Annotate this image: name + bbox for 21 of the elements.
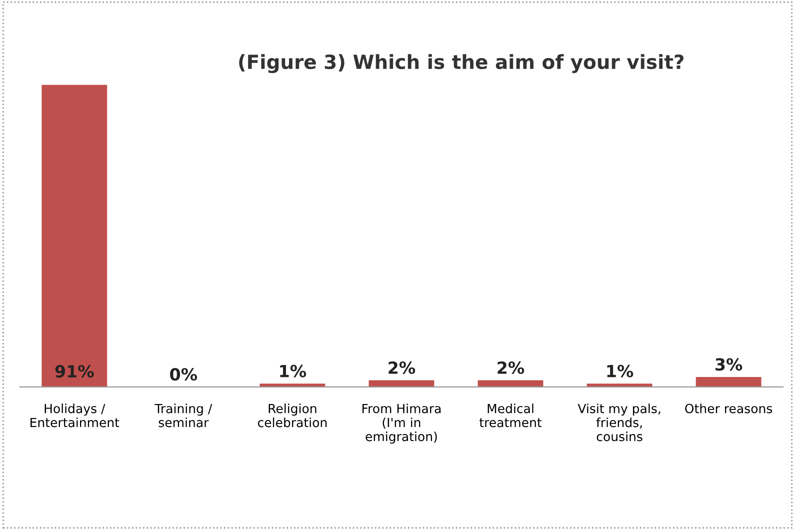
data-label: 0% — [170, 368, 198, 381]
x-tick-label: Holidays / Entertainment — [30, 404, 120, 428]
x-tick-label: Other reasons — [685, 404, 772, 414]
bar — [696, 376, 762, 387]
x-tick-label: Religion celebration — [258, 404, 327, 428]
data-label: 1% — [607, 364, 634, 378]
x-tick-label: Training / seminar — [154, 404, 212, 428]
data-label: 3% — [716, 358, 742, 371]
x-tick-label: Medical treatment — [479, 404, 542, 428]
bar — [586, 384, 652, 387]
chart-title: (Figure 3) Which is the aim of your visit? — [239, 54, 684, 74]
x-tick-label: Visit my pals, friends, cousins — [578, 404, 660, 442]
bar — [42, 84, 108, 387]
data-label: 2% — [498, 361, 524, 374]
data-label: 1% — [280, 364, 306, 378]
data-label: 2% — [388, 361, 416, 374]
data-label: 91% — [55, 365, 94, 378]
x-tick-label: From Himara (I'm in emigration) — [362, 404, 441, 444]
bar — [260, 384, 326, 387]
bar — [368, 380, 434, 387]
bar — [478, 380, 544, 387]
